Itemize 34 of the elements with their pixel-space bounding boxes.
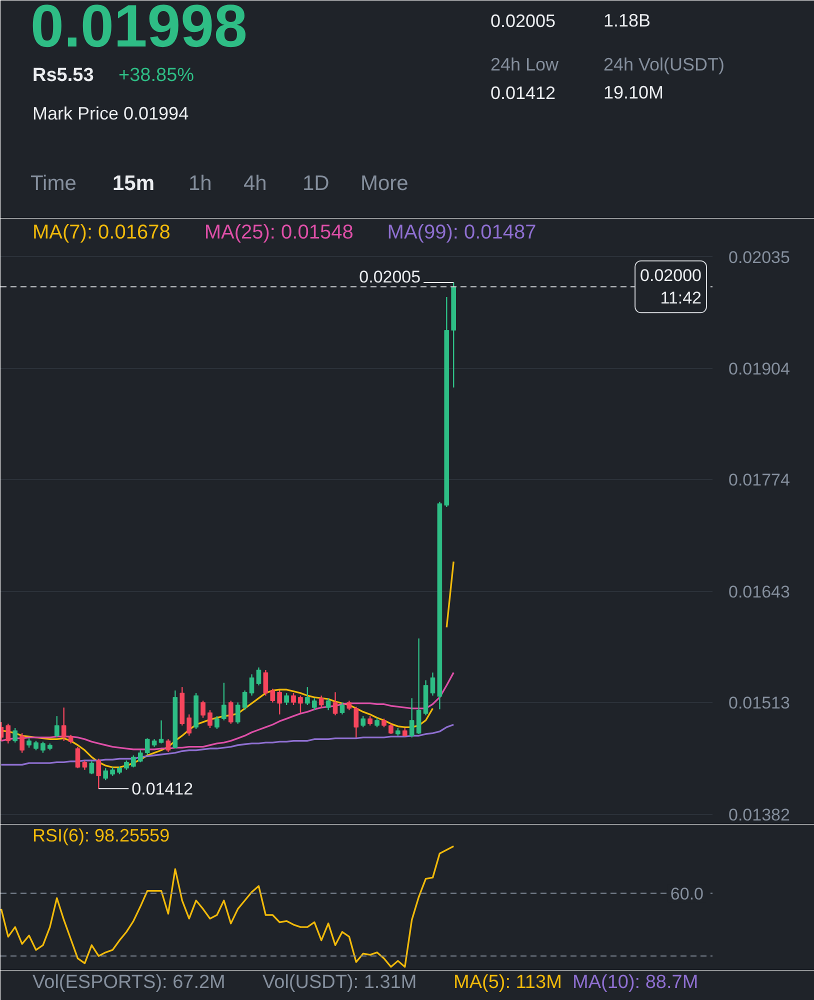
y-tick-label: 0.01643 bbox=[728, 582, 790, 602]
text: Vol(USDT): 1.31M bbox=[262, 972, 417, 993]
y-tick-label: 0.01382 bbox=[728, 805, 790, 824]
annotation: 0.02005 bbox=[359, 268, 421, 287]
text: 19.10M bbox=[604, 82, 664, 102]
text: 4h bbox=[244, 172, 267, 195]
annotation: 0.01412 bbox=[132, 780, 194, 799]
y-tick-label: 0.01513 bbox=[728, 693, 790, 712]
text: 1h bbox=[188, 172, 212, 195]
text: 1.18B bbox=[604, 10, 651, 30]
text: +38.85% bbox=[118, 65, 194, 86]
text: 0.01412 bbox=[490, 83, 556, 103]
text: 1D bbox=[302, 172, 330, 195]
y-tick-label: 0.01774 bbox=[728, 470, 790, 490]
text: Rs5.53 bbox=[32, 65, 94, 86]
text: MA(10): 88.7M bbox=[572, 972, 698, 993]
text: 0.02005 bbox=[490, 11, 556, 31]
text: 60.0 bbox=[670, 884, 704, 904]
y-tick-label: 0.01904 bbox=[728, 360, 790, 379]
text: MA(5): 113M bbox=[454, 972, 562, 993]
text: 24h Low bbox=[490, 54, 560, 74]
text: MA(7): 0.01678 bbox=[32, 222, 170, 244]
text: 0.01998 bbox=[30, 0, 248, 60]
text: Mark Price 0.01994 bbox=[32, 104, 189, 124]
text: MA(99): 0.01487 bbox=[387, 222, 536, 244]
y-tick-label: 0.02035 bbox=[728, 248, 790, 267]
text: More bbox=[360, 172, 408, 195]
text: MA(25): 0.01548 bbox=[204, 222, 354, 244]
ref-line-label: 0.02000 11:42 bbox=[640, 266, 702, 308]
chart-title: RSI(6): 98.25559 bbox=[32, 826, 170, 846]
text: 24h Vol(USDT) bbox=[604, 54, 725, 74]
text: Vol(ESPORTS): 67.2M bbox=[32, 972, 226, 993]
text: 15m bbox=[112, 172, 155, 195]
text: Time bbox=[30, 172, 76, 195]
